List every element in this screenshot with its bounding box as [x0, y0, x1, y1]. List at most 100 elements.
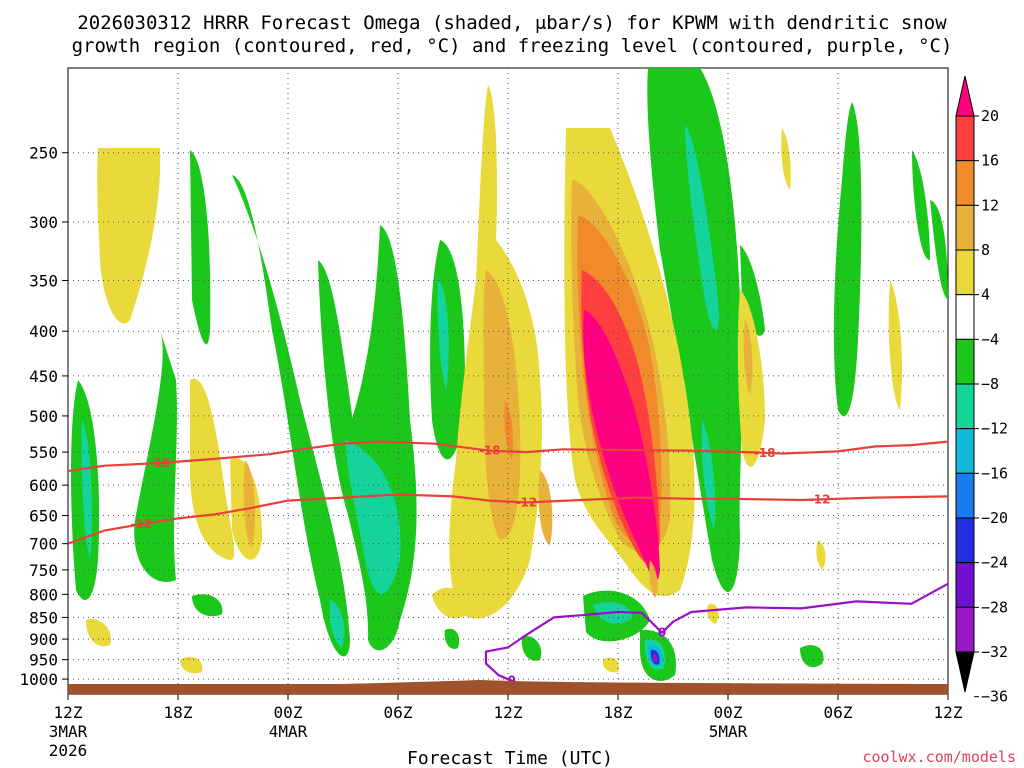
credit-text: coolwx.com/models [862, 748, 1016, 766]
colorbar-swatch [955, 651, 975, 693]
omega-ascent-area [816, 540, 826, 570]
omega-descent-area [912, 150, 930, 261]
omega-ascent-area [781, 128, 791, 190]
colorbar-swatch [955, 383, 975, 430]
omega-descent-area [232, 175, 350, 657]
contour-label: -12 [809, 492, 831, 506]
x-tick-label: 00Z [274, 703, 303, 722]
colorbar-swatch [955, 249, 975, 296]
colorbar-label: 20 [981, 107, 999, 125]
omega-descent-area [345, 440, 401, 594]
omega-descent-area [521, 635, 542, 661]
colorbar-swatch [955, 204, 975, 251]
y-tick-label: 500 [29, 407, 58, 426]
omega-ascent-area [538, 470, 553, 545]
colorbar-swatch [955, 338, 975, 385]
y-tick-label: 1000 [19, 670, 58, 689]
colorbar-swatch [955, 562, 975, 608]
y-tick-label: 300 [29, 213, 58, 232]
colorbar-label: −32 [981, 643, 1008, 661]
y-tick-label: 950 [29, 651, 58, 670]
x-tick-label: 00Z [714, 703, 743, 722]
omega-ascent-area [649, 560, 658, 598]
colorbar-label: 4 [981, 286, 990, 304]
omega-descent-area [81, 420, 92, 560]
y-tick-label: 550 [29, 443, 58, 462]
y-tick-label: 600 [29, 476, 58, 495]
omega-descent-area [685, 125, 719, 330]
terrain-bar [68, 680, 948, 694]
y-tick-label: 250 [29, 144, 58, 163]
contour-label: -18 [149, 456, 171, 470]
omega-descent-area [800, 645, 824, 668]
contour-label: -12 [130, 517, 152, 531]
contour-label: -18 [479, 444, 501, 458]
contour-line [68, 493, 948, 545]
colorbar-label: −4 [981, 330, 999, 348]
omega-descent-area [134, 330, 177, 582]
y-tick-label: 350 [29, 271, 58, 290]
chart-title-line1: 2026030312 HRRR Forecast Omega (shaded, … [77, 12, 947, 34]
contour-label: 0 [658, 626, 666, 640]
contour-label: 0 [507, 674, 515, 688]
contour-label: -12 [515, 495, 537, 509]
y-tick-label: 450 [29, 367, 58, 386]
x-tick-label: 06Z [384, 703, 413, 722]
chart-title-line2: growth region (contoured, red, °C) and f… [72, 35, 953, 57]
contour-line [484, 582, 948, 684]
colorbar-swatch [955, 472, 975, 519]
y-tick-label: 650 [29, 507, 58, 526]
colorbar-swatch [955, 428, 975, 474]
omega-descent-area [930, 200, 948, 300]
omega-ascent-area [432, 587, 470, 619]
omega-ascent-area [602, 657, 619, 673]
x-tick-date-label: 5MAR [709, 722, 748, 741]
colorbar-label: −20 [981, 509, 1008, 527]
colorbar-label: −28 [981, 598, 1008, 616]
y-tick-label: 850 [29, 608, 58, 627]
x-tick-label: 12Z [54, 703, 83, 722]
omega-descent-area [192, 594, 223, 617]
omega-descent-area [444, 628, 460, 649]
omega-ascent-area [86, 619, 111, 647]
colorbar-label: −8 [981, 375, 999, 393]
y-tick-label: 700 [29, 535, 58, 554]
colorbar-label: 16 [981, 152, 999, 170]
omega-ascent-area [483, 270, 521, 540]
y-tick-label: 750 [29, 561, 58, 580]
omega-shading [71, 68, 948, 682]
colorbar-swatch [955, 160, 975, 206]
x-tick-label: 18Z [164, 703, 193, 722]
y-tick-label: 800 [29, 585, 58, 604]
omega-ascent-area [504, 400, 514, 460]
omega-ascent-area [180, 656, 203, 674]
contour-lines: -18 -18 -18 -12 -12 -12 0 0 [68, 440, 948, 694]
x-tick-label: 12Z [934, 703, 963, 722]
colorbar: 20 16 12 8 4 −4 −8 −12 −16 −20 −24 −28 −32 −36 [955, 75, 1008, 706]
colorbar-label: 12 [981, 196, 999, 214]
x-tick-label: 12Z [494, 703, 523, 722]
colorbar-label: −12 [981, 420, 1008, 438]
omega-ascent-area [743, 320, 753, 395]
contour-label: -18 [754, 446, 776, 460]
y-tick-label: 900 [29, 630, 58, 649]
colorbar-swatch [955, 75, 975, 117]
colorbar-swatch [955, 606, 975, 653]
omega-descent-area [437, 280, 449, 390]
x-tick-label: 06Z [824, 703, 853, 722]
omega-descent-area [647, 68, 742, 593]
x-axis-label: Forecast Time (UTC) [407, 748, 613, 768]
colorbar-label: 8 [981, 241, 990, 259]
x-tick-date-label: 3MAR [49, 722, 88, 741]
colorbar-swatch [955, 115, 975, 162]
omega-ascent-area [888, 280, 902, 410]
x-tick-label: 18Z [604, 703, 633, 722]
omega-ascent-area [97, 148, 161, 324]
omega-ascent-area [243, 460, 256, 548]
contour-line [68, 440, 948, 473]
colorbar-label: −24 [981, 554, 1008, 572]
colorbar-swatch [955, 517, 975, 564]
x-tick-year-label: 2026 [49, 741, 88, 760]
colorbar-label: −16 [981, 464, 1008, 482]
